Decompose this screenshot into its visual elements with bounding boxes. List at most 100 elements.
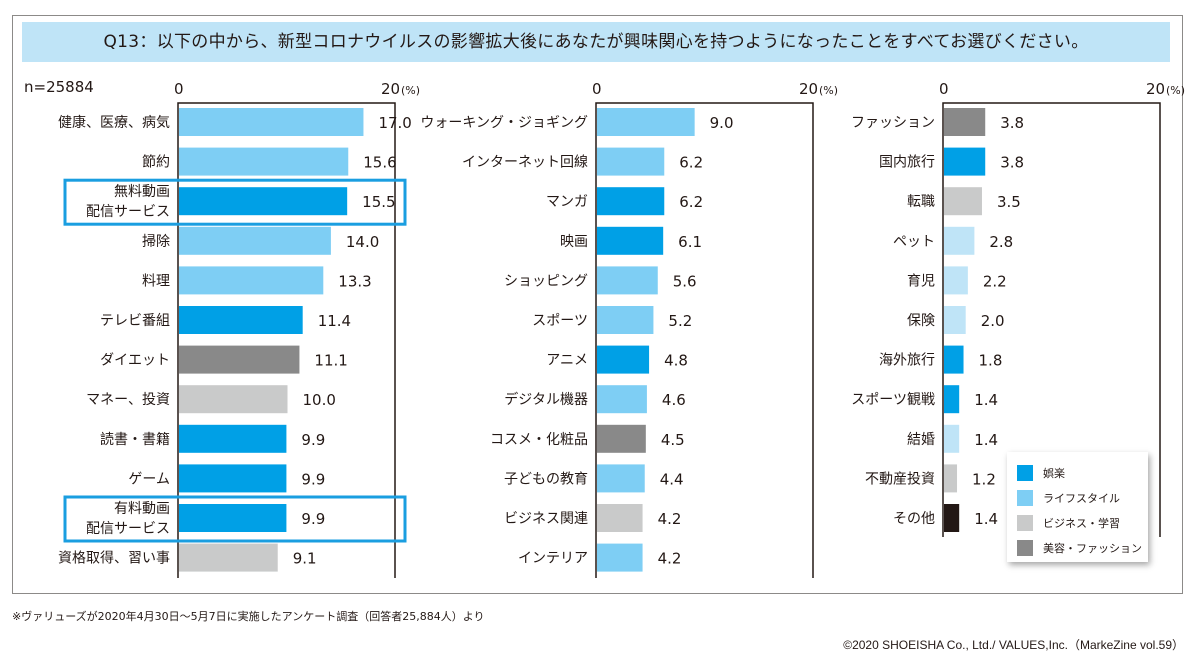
panel-frame [595, 102, 814, 578]
data-label: 3.5 [997, 193, 1021, 211]
data-label: 9.9 [301, 431, 325, 449]
category-label: ゲーム [128, 471, 170, 487]
tick-unit-label: (%) [401, 84, 420, 97]
legend-swatch [1017, 489, 1033, 506]
bar [597, 108, 695, 136]
category-label: ビジネス関連 [504, 511, 588, 527]
data-label: 5.6 [673, 272, 697, 290]
category-label: その他 [893, 511, 935, 527]
legend-swatch [1017, 514, 1033, 531]
data-label: 1.2 [972, 470, 996, 488]
legend-item-entertainment: 娯楽 [1017, 460, 1148, 485]
copyright: ©2020 SHOEISHA Co., Ltd./ VALUES,Inc.（Ma… [843, 638, 1184, 652]
category-label: スポーツ観戦 [851, 391, 935, 408]
bar [944, 226, 975, 255]
tick-label: 0 [939, 80, 949, 98]
category-label: コスメ・化粧品 [490, 432, 588, 448]
category-label: 配信サービス [86, 204, 170, 220]
category-label: マンガ [546, 194, 588, 210]
bar [944, 147, 986, 176]
category-label: 国内旅行 [879, 155, 935, 171]
category-label: アニメ [546, 353, 588, 369]
bar [944, 187, 982, 216]
category-label: ショッピング [504, 273, 588, 289]
bar [179, 266, 324, 295]
legend-label: 娯楽 [1043, 466, 1065, 480]
legend-item-lifestyle: ライフスタイル [1017, 485, 1148, 510]
data-label: 2.8 [989, 233, 1013, 251]
category-label: テレビ番組 [100, 313, 170, 329]
chart-title: Q13：以下の中から、新型コロナウイルスの影響拡大後にあなたが興味関心を持つよう… [22, 22, 1170, 62]
bar [179, 464, 287, 493]
data-label: 9.0 [710, 114, 734, 132]
category-label: 不動産投資 [865, 471, 935, 487]
data-label: 4.2 [658, 510, 682, 528]
category-label: 節約 [142, 154, 170, 171]
footnote: ※ヴァリューズが2020年4月30日～5月7日に実施したアンケート調査（回答者2… [12, 610, 485, 623]
bar [944, 504, 960, 532]
bar [179, 345, 300, 374]
legend-label: 美容・ファッション [1043, 541, 1142, 555]
bar [597, 187, 665, 216]
bar [597, 424, 646, 453]
data-label: 1.8 [979, 352, 1003, 370]
category-label: 料理 [142, 273, 170, 289]
bar [179, 226, 331, 255]
bar [597, 504, 643, 532]
bar [179, 147, 349, 176]
data-label: 14.0 [346, 233, 379, 251]
data-label: 4.6 [662, 391, 686, 409]
category-label: 掃除 [142, 233, 170, 250]
bar [597, 147, 665, 176]
category-label: 結婚 [907, 432, 935, 448]
highlight-box [63, 178, 407, 226]
bar [597, 226, 664, 255]
bar [944, 108, 986, 136]
category-label: 育児 [907, 273, 935, 289]
panel-frame [177, 102, 396, 578]
chart-frame [12, 15, 1183, 594]
data-label: 4.8 [664, 352, 688, 370]
tick-unit-label: (%) [819, 84, 838, 97]
category-label: 読書・書籍 [100, 431, 170, 448]
tick-unit-label: (%) [1166, 84, 1185, 97]
category-label: 配信サービス [86, 521, 170, 537]
category-label: 転職 [907, 194, 935, 210]
data-label: 1.4 [974, 431, 998, 449]
category-label: 子どもの教育 [504, 471, 588, 487]
data-label: 4.5 [661, 431, 685, 449]
bar [597, 464, 645, 493]
category-label: インテリア [518, 551, 588, 567]
data-label: 15.5 [362, 193, 395, 211]
bar [179, 543, 278, 572]
bar [179, 385, 288, 414]
legend-label: ライフスタイル [1043, 491, 1120, 505]
bar [597, 306, 654, 334]
bar [179, 306, 303, 334]
bar [944, 424, 960, 453]
category-label: 映画 [560, 234, 588, 250]
legend-swatch [1017, 464, 1033, 481]
data-label: 4.2 [658, 550, 682, 568]
bar [597, 266, 658, 295]
tick-label: 0 [592, 80, 602, 98]
bar [944, 345, 964, 374]
data-label: 11.1 [314, 352, 347, 370]
bar [597, 345, 650, 374]
data-label: 2.0 [981, 312, 1005, 330]
category-label: 健康、医療、病気 [58, 114, 170, 131]
data-label: 1.4 [974, 391, 998, 409]
bar [944, 266, 968, 295]
data-label: 9.1 [293, 550, 317, 568]
tick-label: 20 [1146, 80, 1165, 98]
category-label: マネー、投資 [86, 392, 170, 408]
legend: 娯楽 ライフスタイル ビジネス・学習 美容・ファッション [1007, 452, 1148, 562]
data-label: 11.4 [318, 312, 351, 330]
bar [179, 187, 348, 216]
data-label: 2.2 [983, 272, 1007, 290]
panel-frame [942, 102, 1161, 537]
category-label: デジタル機器 [504, 391, 588, 408]
data-label: 6.2 [679, 193, 703, 211]
category-label: インターネット回線 [462, 155, 588, 171]
bar [179, 424, 287, 453]
